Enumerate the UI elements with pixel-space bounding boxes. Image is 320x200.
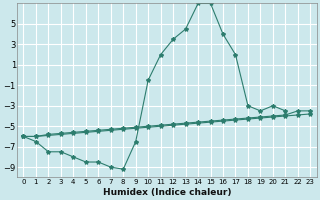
X-axis label: Humidex (Indice chaleur): Humidex (Indice chaleur) [103,188,231,197]
